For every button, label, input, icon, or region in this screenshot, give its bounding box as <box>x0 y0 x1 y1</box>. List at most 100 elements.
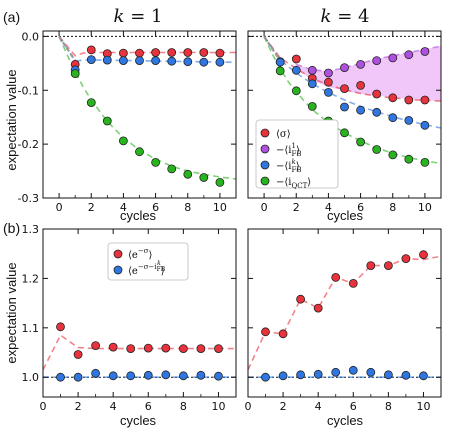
x-tick-label: 6 <box>145 400 152 413</box>
x-tick-label: 8 <box>184 201 191 214</box>
data-point-series-0 <box>143 343 153 353</box>
x-tick-label: 0 <box>56 201 63 214</box>
data-point-series-2 <box>372 107 382 117</box>
ylabel-top: expectation value <box>4 69 19 170</box>
data-point-series-2 <box>291 65 301 75</box>
data-point-series-3 <box>388 150 398 160</box>
data-point-series-2 <box>167 164 177 174</box>
legend-label-ifb: −⟨iFB1⟩ <box>276 142 302 158</box>
data-point-series-0 <box>196 344 206 354</box>
data-point-series-0 <box>383 261 393 271</box>
data-point-series-1 <box>196 370 206 380</box>
data-point-series-0 <box>420 95 430 105</box>
y-tick-label: 1.1 <box>22 322 40 335</box>
x-tick-label: 4 <box>315 400 322 413</box>
data-point-series-2 <box>199 173 209 182</box>
data-point-series-0 <box>388 93 398 103</box>
data-point-series-0 <box>215 48 225 58</box>
legend-marker-iqct <box>260 176 270 186</box>
x-tick-label: 0 <box>40 400 47 413</box>
data-point-series-1 <box>348 365 358 375</box>
x-tick-label: 10 <box>213 201 227 214</box>
data-point-series-1 <box>420 47 430 56</box>
legend-label-esigma: ⟨e−σ⟩ <box>128 247 152 261</box>
data-point-series-0 <box>313 303 323 313</box>
data-point-series-2 <box>102 116 112 126</box>
x-tick-label: 2 <box>280 400 287 413</box>
data-point-series-2 <box>275 57 285 67</box>
x-tick-label: 6 <box>350 400 357 413</box>
data-point-series-2 <box>151 157 161 167</box>
y-tick-label: 1.2 <box>22 272 40 285</box>
x-tick-label: 4 <box>120 201 127 214</box>
data-point-series-3 <box>420 157 430 167</box>
data-point-series-0 <box>126 344 136 354</box>
x-tick-label: 2 <box>75 400 82 413</box>
legend-a: ⟨σ⟩ −⟨iFB1⟩ −⟨iFBk⟩ −⟨iQCT⟩ <box>255 119 339 190</box>
data-point-series-2 <box>183 169 193 179</box>
data-point-series-1 <box>91 368 100 378</box>
x-tick-label: 2 <box>88 201 95 214</box>
fit-line-series-0 <box>58 35 236 57</box>
data-point-series-2 <box>356 105 366 115</box>
data-point-series-0 <box>151 48 161 57</box>
data-point-series-1 <box>278 371 288 381</box>
fit-line-series-2 <box>58 36 237 180</box>
data-point-series-0 <box>419 250 428 260</box>
data-point-series-0 <box>366 261 376 271</box>
data-point-series-1 <box>167 56 177 66</box>
panel-a-k1: 0 2 4 6 8 10 0.0 -0.1 -0.2 -0.3 <box>18 30 237 214</box>
data-point-series-1 <box>307 65 317 75</box>
data-point-series-0 <box>356 81 366 90</box>
panel-label-b: (b) <box>3 220 20 236</box>
data-point-series-0 <box>86 45 96 55</box>
data-point-series-2 <box>323 88 333 97</box>
x-tick-label: 6 <box>152 201 159 214</box>
data-point-series-1 <box>331 367 341 377</box>
legend-marker-ifb <box>260 144 270 154</box>
legend-label-esigma-ifb: ⟨e−σ−iFBk⟩ <box>128 260 166 277</box>
legend-label-ifbk: −⟨iFBk⟩ <box>276 158 302 174</box>
xlabel-b1: cycles <box>120 413 157 428</box>
fit-line-series-0 <box>247 255 442 371</box>
data-point-series-2 <box>420 120 430 130</box>
data-point-series-0 <box>119 48 128 58</box>
data-point-series-1 <box>372 56 382 65</box>
data-point-series-2 <box>388 113 398 123</box>
y-tick-label: -0.2 <box>18 138 39 151</box>
data-point-series-1 <box>56 372 65 382</box>
fit-line-series-1 <box>296 45 442 73</box>
initial-gray-line <box>58 35 77 62</box>
panel-b-k1: 0 2 4 6 8 10 1.0 1.1 1.2 1.3 <box>22 223 237 413</box>
data-point-series-1 <box>296 370 306 380</box>
data-point-series-0 <box>401 254 411 264</box>
data-point-series-1 <box>356 60 366 69</box>
legend-label-sigma: ⟨σ⟩ <box>276 129 291 140</box>
legend-marker-ifbk <box>260 160 270 170</box>
data-point-series-3 <box>340 128 349 138</box>
fit-line-series-1 <box>58 35 236 64</box>
data-point-series-1 <box>388 53 398 63</box>
ylabel-bottom: expectation value <box>4 262 19 363</box>
data-point-series-1 <box>215 57 225 67</box>
data-point-series-2 <box>135 147 144 157</box>
data-point-series-0 <box>199 48 209 57</box>
legend-marker-sigma <box>260 128 270 138</box>
data-point-series-1 <box>214 371 223 381</box>
data-point-series-0 <box>108 342 118 352</box>
data-point-series-1 <box>108 371 118 381</box>
legend-label-iqct: −⟨iQCT⟩ <box>276 177 311 190</box>
x-tick-label: 0 <box>245 400 252 413</box>
data-point-series-0 <box>331 272 341 282</box>
data-point-series-1 <box>161 370 171 380</box>
axes-frame <box>42 228 237 398</box>
x-tick-label: 10 <box>418 201 432 214</box>
data-point-series-0 <box>348 278 358 288</box>
data-point-series-1 <box>313 369 323 379</box>
data-point-series-0 <box>73 350 83 359</box>
xlabel-a1: cycles <box>120 208 157 223</box>
data-point-series-2 <box>215 177 225 187</box>
data-point-series-0 <box>183 48 193 57</box>
data-point-series-0 <box>291 54 301 64</box>
